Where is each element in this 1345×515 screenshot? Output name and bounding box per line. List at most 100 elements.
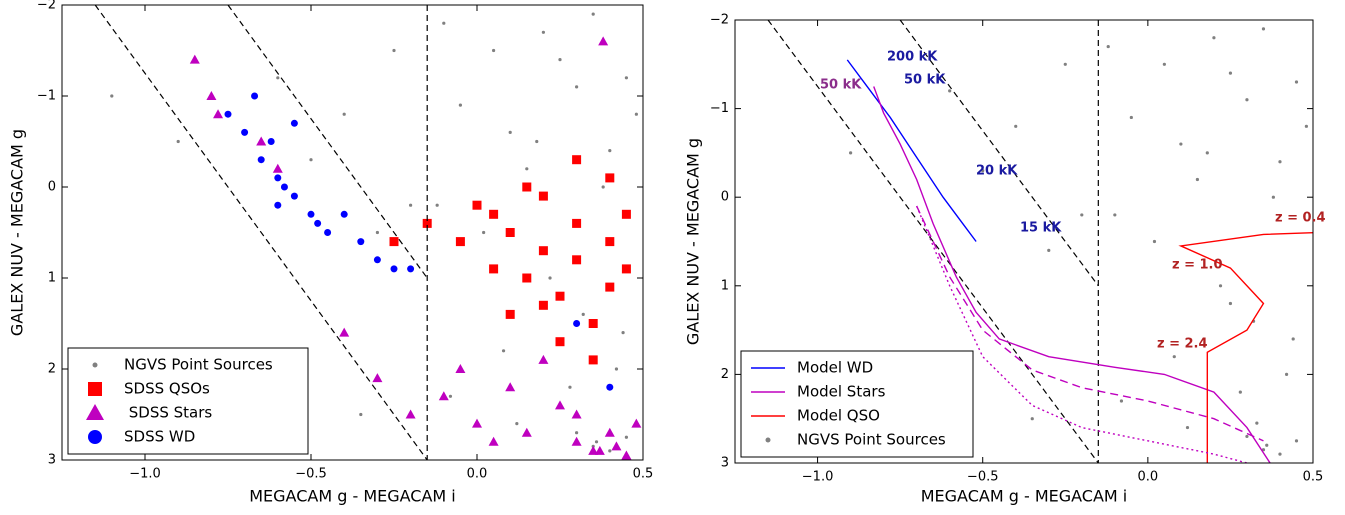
annotation: 20 kK <box>976 164 1018 179</box>
circle-marker <box>1014 124 1018 128</box>
y-tick-label: −1 <box>710 101 729 116</box>
square-marker <box>472 200 482 210</box>
y-tick-label: 3 <box>48 453 56 468</box>
triangle-marker <box>604 427 615 437</box>
annotation: 200 kK <box>887 50 938 65</box>
circle-marker <box>274 174 282 182</box>
circle-marker <box>392 48 396 53</box>
square-marker <box>455 237 465 247</box>
circle-marker <box>373 256 381 264</box>
y-axis-label: GALEX NUV - MEGACAM g <box>684 138 703 345</box>
annotation: 50 kK <box>904 73 946 88</box>
circle-marker <box>606 383 614 391</box>
triangle-marker <box>472 418 482 428</box>
legend-label: SDSS Stars <box>124 404 212 422</box>
square-marker <box>422 218 432 228</box>
legend-label: SDSS WD <box>124 428 195 446</box>
circle-marker <box>1172 355 1176 359</box>
triangle-marker <box>571 409 582 419</box>
square-marker <box>505 228 515 237</box>
x-tick-label: 0.0 <box>467 467 488 482</box>
circle-marker <box>267 138 275 145</box>
circle-marker <box>1152 239 1157 244</box>
x-tick-label: 0.5 <box>633 467 654 482</box>
circle-marker <box>591 12 595 16</box>
circle-marker <box>558 58 562 62</box>
triangle-marker <box>611 441 622 451</box>
circle-marker <box>92 362 98 368</box>
triangle-marker <box>555 400 565 410</box>
circle-marker <box>1228 301 1233 306</box>
triangle-marker <box>455 364 466 373</box>
square-marker <box>522 273 532 283</box>
x-tick-label: −1.0 <box>802 470 834 485</box>
diagonal-reference-line <box>899 20 1099 287</box>
circle-marker <box>525 167 529 171</box>
triangle-marker <box>621 450 632 460</box>
circle-marker <box>176 139 180 144</box>
circle-marker <box>357 238 365 246</box>
circle-marker <box>290 192 298 200</box>
circle-marker <box>1218 284 1223 288</box>
circle-marker <box>1195 177 1199 182</box>
y-tick-label: −2 <box>710 13 729 28</box>
circle-marker <box>359 412 363 417</box>
y-tick-label: 3 <box>721 456 729 471</box>
circle-marker <box>1162 62 1166 66</box>
circle-marker <box>541 30 546 34</box>
circle-marker <box>1063 62 1067 66</box>
circle-marker <box>274 201 282 209</box>
circle-marker <box>241 128 249 136</box>
legend-box <box>67 347 309 455</box>
triangle-marker <box>521 427 532 437</box>
x-tick-label: 0.0 <box>1138 470 1159 485</box>
circle-marker <box>1030 417 1034 421</box>
square-marker <box>588 319 598 328</box>
model-line <box>916 205 1248 463</box>
circle-marker <box>390 265 398 273</box>
annotation: z = 0.4 <box>1275 211 1326 226</box>
y-tick-label: −2 <box>37 0 56 13</box>
square-marker <box>555 291 565 301</box>
circle-marker <box>1179 142 1183 146</box>
legend: Model WD Model Stars Model QSO NGVS Point S… <box>740 350 974 458</box>
square-marker <box>621 264 631 274</box>
circle-marker <box>251 92 259 100</box>
legend: NGVS Point Sources SDSS QSOs SDSS Stars SD… <box>67 347 309 455</box>
circle-marker <box>224 110 232 118</box>
circle-marker <box>309 158 313 162</box>
square-marker <box>522 182 532 192</box>
circle-marker <box>1265 443 1269 447</box>
square-marker <box>538 191 548 201</box>
square-marker <box>605 173 615 183</box>
triangle-marker <box>86 404 104 420</box>
x-tick-label: 0.5 <box>1303 470 1324 485</box>
legend-label: NGVS Point Sources <box>124 356 273 374</box>
circle-marker <box>1261 27 1266 31</box>
circle-marker <box>1255 421 1259 425</box>
legend-label: SDSS QSOs <box>124 380 210 398</box>
annotation: 15 kK <box>1020 221 1062 236</box>
model-line <box>873 86 1271 463</box>
triangle-marker <box>598 36 609 46</box>
triangle-marker <box>538 354 549 364</box>
triangle-marker <box>594 445 605 455</box>
model-line <box>846 59 977 242</box>
circle-marker <box>594 440 599 444</box>
square-marker <box>555 337 565 347</box>
circle-marker <box>1278 160 1282 164</box>
circle-marker <box>1047 248 1051 252</box>
square-marker <box>505 309 515 319</box>
diagonal-reference-line <box>227 5 428 279</box>
legend-label: Model Stars <box>797 383 886 401</box>
triangle-marker <box>505 382 516 392</box>
circle-marker <box>482 230 486 235</box>
triangle-marker <box>206 91 217 100</box>
y-tick-label: 2 <box>48 362 56 377</box>
circle-marker <box>948 89 952 93</box>
circle-marker <box>340 210 348 218</box>
circle-marker <box>573 320 581 327</box>
model-line <box>916 205 1264 442</box>
square-marker <box>572 155 582 165</box>
circle-marker <box>1228 71 1233 75</box>
